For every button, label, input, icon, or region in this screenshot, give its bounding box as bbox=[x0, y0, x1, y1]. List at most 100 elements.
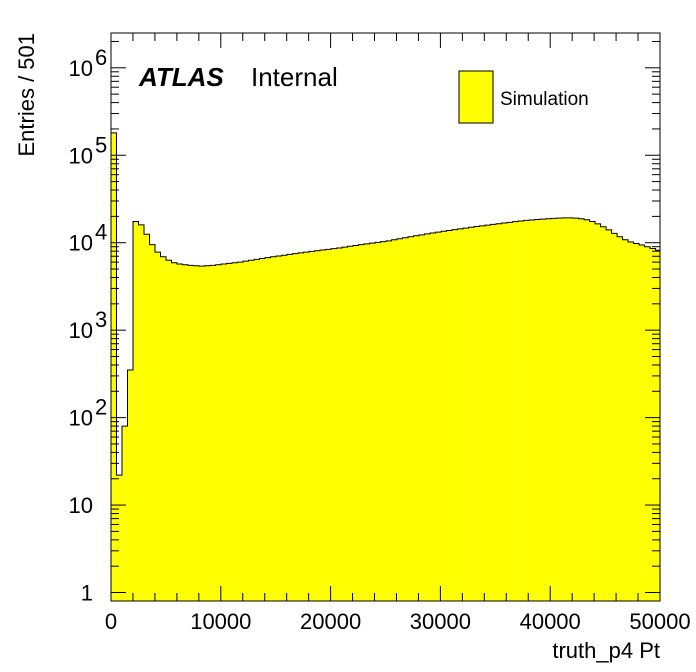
y-tick-label-exponent: 2 bbox=[95, 395, 107, 420]
y-tick-label-exponent: 3 bbox=[95, 307, 107, 332]
x-axis-title: truth_p4 Pt bbox=[552, 638, 660, 663]
histogram-bin bbox=[166, 260, 172, 601]
histogram-bin bbox=[111, 132, 117, 601]
x-tick-label: 50000 bbox=[629, 609, 690, 634]
histogram-bin bbox=[259, 258, 266, 601]
histogram-bin bbox=[265, 257, 271, 601]
histogram-bin bbox=[479, 225, 486, 601]
histogram-bin bbox=[435, 232, 442, 601]
y-tick-label-exponent: 6 bbox=[95, 45, 107, 70]
x-tick-label: 0 bbox=[105, 609, 117, 634]
x-tick-label: 40000 bbox=[520, 609, 581, 634]
histogram-bin bbox=[523, 220, 530, 601]
histogram-bin bbox=[540, 219, 546, 601]
histogram-bin bbox=[424, 233, 431, 601]
histogram-bin bbox=[578, 218, 585, 602]
x-tick-label: 10000 bbox=[190, 609, 251, 634]
histogram-bin bbox=[567, 217, 574, 601]
histogram-bin bbox=[463, 228, 469, 601]
histogram-bin bbox=[298, 252, 304, 601]
histogram-bin bbox=[204, 265, 211, 601]
histogram-bin bbox=[281, 255, 288, 601]
histogram-bin bbox=[182, 264, 189, 601]
histogram-bin bbox=[413, 235, 420, 601]
x-tick-label: 30000 bbox=[410, 609, 471, 634]
histogram-bin bbox=[628, 241, 634, 601]
histogram-bin bbox=[468, 227, 475, 601]
histogram-bin bbox=[254, 259, 260, 601]
histogram-bin bbox=[358, 244, 365, 601]
histogram-bin bbox=[562, 217, 568, 601]
histogram-bin bbox=[402, 237, 409, 602]
histogram-bin bbox=[331, 248, 337, 601]
histogram-bin bbox=[457, 228, 464, 602]
histogram-bin bbox=[221, 264, 227, 601]
internal-label: Internal bbox=[251, 62, 338, 92]
histogram-bin bbox=[534, 219, 541, 602]
histogram-bin bbox=[353, 245, 359, 601]
histogram-bin bbox=[501, 223, 508, 601]
histogram-bin bbox=[303, 252, 310, 601]
histogram-bin bbox=[518, 221, 524, 601]
histogram-bin bbox=[650, 248, 656, 601]
histogram-bin bbox=[485, 225, 491, 601]
histogram-outline bbox=[110, 132, 660, 601]
histogram-bin bbox=[342, 247, 348, 601]
histogram-bin bbox=[452, 229, 458, 601]
x-tick-labels: 0 10000 20000 30000 40000 50000 bbox=[105, 609, 691, 634]
y-axis-title: Entries / 501 bbox=[14, 33, 39, 157]
histogram-bin bbox=[595, 223, 601, 602]
x-tick-label: 20000 bbox=[300, 609, 361, 634]
y-tick-label-exponent: 4 bbox=[95, 220, 107, 245]
histogram-bin bbox=[320, 250, 326, 601]
legend-swatch bbox=[458, 70, 494, 124]
histogram-bin bbox=[276, 255, 282, 602]
histogram-bin bbox=[496, 223, 502, 601]
histogram-bin bbox=[507, 222, 513, 601]
histogram-bin bbox=[116, 475, 122, 601]
histogram-bin bbox=[386, 240, 392, 602]
histogram-bin bbox=[144, 234, 150, 602]
histogram-bin bbox=[314, 250, 321, 601]
y-tick-label-exponent: 5 bbox=[95, 132, 107, 157]
histogram-bin bbox=[573, 218, 579, 601]
histogram-bin bbox=[375, 242, 381, 601]
histogram-bin bbox=[210, 265, 216, 601]
histogram-bin bbox=[430, 233, 436, 602]
histogram-bin bbox=[364, 243, 370, 601]
histogram-bin bbox=[155, 252, 161, 601]
histogram-bin bbox=[474, 226, 480, 601]
histogram-bin bbox=[391, 239, 398, 602]
histogram-bin bbox=[336, 248, 343, 601]
histogram-bin bbox=[529, 219, 535, 601]
histogram-bars bbox=[110, 132, 660, 602]
histogram-bin bbox=[556, 218, 563, 601]
histogram-bin bbox=[617, 236, 623, 601]
legend-label-simulation: Simulation bbox=[500, 89, 589, 110]
histogram-bin bbox=[397, 238, 403, 601]
histogram-bin bbox=[138, 224, 144, 602]
y-tick-label: 10 bbox=[69, 56, 93, 81]
histogram-bin bbox=[369, 243, 376, 601]
histogram-bin bbox=[600, 226, 607, 601]
histogram-bin bbox=[639, 245, 645, 601]
histogram-bin bbox=[380, 241, 387, 601]
y-tick-label: 10 bbox=[69, 143, 93, 168]
histogram-bin bbox=[611, 233, 618, 601]
histogram-bin bbox=[232, 262, 238, 601]
y-tick-label: 10 bbox=[69, 318, 93, 343]
histogram-bin bbox=[606, 229, 612, 601]
histogram-bin bbox=[292, 253, 299, 601]
histogram-bin bbox=[199, 266, 205, 601]
histogram-bin bbox=[270, 256, 277, 601]
legend: Simulation bbox=[458, 70, 589, 124]
histogram-bin bbox=[589, 221, 596, 601]
histogram-bin bbox=[419, 234, 425, 601]
histogram-bin bbox=[171, 262, 178, 601]
histogram-bin bbox=[248, 260, 255, 601]
histogram-bin bbox=[149, 244, 156, 601]
histogram-bin bbox=[512, 221, 519, 602]
histogram-bin bbox=[545, 218, 552, 602]
